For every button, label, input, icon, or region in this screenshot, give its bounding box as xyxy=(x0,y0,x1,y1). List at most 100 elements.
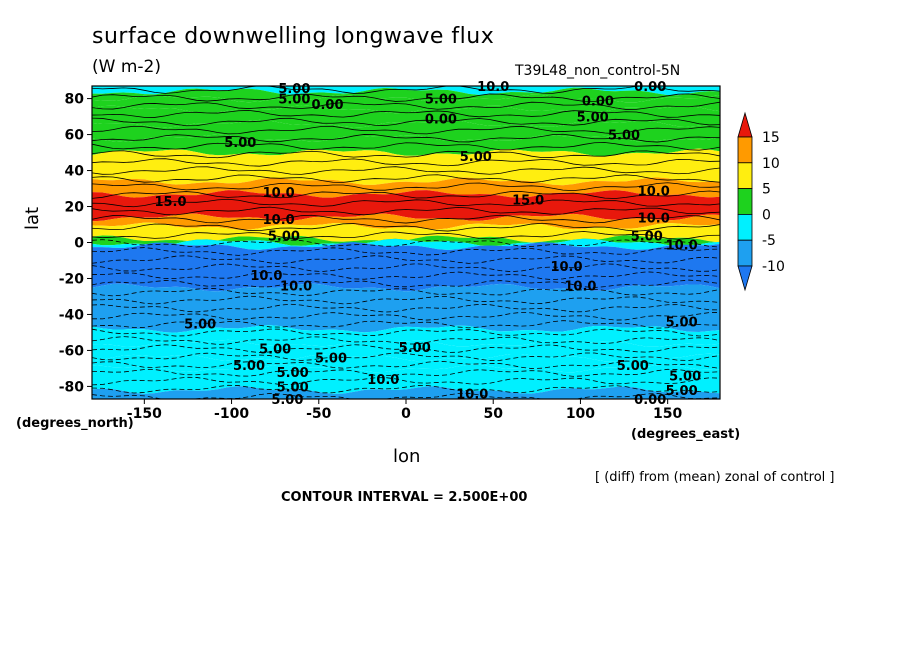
contour-line xyxy=(92,198,720,208)
contour-label: 5.00 xyxy=(425,93,457,108)
zonal-band xyxy=(92,134,720,157)
contour-line xyxy=(92,344,720,353)
contour-label: 5.00 xyxy=(315,352,347,367)
contour-label: 10.0 xyxy=(564,280,596,295)
contour-line xyxy=(92,320,720,329)
colorbar-top-arrow xyxy=(737,111,753,138)
contour-line xyxy=(92,110,720,118)
contour-label: 5.00 xyxy=(617,359,649,374)
colorbar-tick-label: 0 xyxy=(762,207,771,223)
contour-line xyxy=(92,125,720,135)
x-tick-label: 50 xyxy=(483,406,503,422)
contour-line xyxy=(92,190,720,199)
contour-line xyxy=(92,222,720,232)
colorbar-swatch xyxy=(737,239,753,267)
chart-title: surface downwelling longwave flux xyxy=(92,24,495,49)
contour-label: 15.0 xyxy=(154,195,186,210)
contour-label: 10.0 xyxy=(250,269,282,284)
colorbar-tick-label: -5 xyxy=(762,233,776,249)
contour-line xyxy=(92,295,720,305)
contour-label: 10.0 xyxy=(280,280,312,295)
contour-line xyxy=(92,368,720,377)
contour-label: 15.0 xyxy=(512,193,544,208)
x-tick-label: 0 xyxy=(401,406,411,422)
contour-label: 5.00 xyxy=(278,82,310,97)
contour-label: 5.00 xyxy=(460,150,492,165)
contour-line xyxy=(92,263,720,273)
zonal-band xyxy=(92,190,720,222)
contour-label: 0.00 xyxy=(311,98,343,113)
zonal-band xyxy=(92,119,720,142)
colorbar-bottom-arrow xyxy=(737,265,753,292)
colorbar-tick-label: 10 xyxy=(762,156,780,172)
chart-units: (W m-2) xyxy=(92,57,161,77)
colorbar-tick-label: 5 xyxy=(762,182,771,198)
contour-line xyxy=(92,279,720,288)
y-tick-label: 80 xyxy=(65,92,85,108)
y-tick-label: 40 xyxy=(65,164,85,180)
contour-line xyxy=(92,239,720,248)
run-label: T39L48_non_control-5N xyxy=(515,63,681,79)
contour-label: 0.00 xyxy=(634,80,666,95)
contour-line xyxy=(92,142,720,151)
contour-label: 0.00 xyxy=(582,94,614,109)
contour-line xyxy=(92,271,720,281)
x-tick-label: -150 xyxy=(127,406,162,422)
contour-line xyxy=(92,384,720,394)
contour-label: 5.00 xyxy=(233,359,265,374)
contour-label: 10.0 xyxy=(477,80,509,95)
contour-label: 10.0 xyxy=(263,213,295,228)
contour-label: 5.00 xyxy=(277,380,309,395)
contour-line xyxy=(92,352,720,361)
contour-label: 5.00 xyxy=(224,136,256,151)
x-tick-label: -50 xyxy=(306,406,332,422)
colorbar-tick-label: -10 xyxy=(762,259,785,275)
contour-line xyxy=(92,303,720,313)
contour-label: 5.00 xyxy=(631,229,663,244)
contour-label: 10.0 xyxy=(638,211,670,226)
colorbar-swatch xyxy=(737,136,753,164)
contour-label: 10.0 xyxy=(263,186,295,201)
contour-line xyxy=(92,150,720,159)
contour-line xyxy=(92,86,720,94)
y-tick-label: 0 xyxy=(74,236,84,252)
contour-line xyxy=(92,336,720,345)
contour-line xyxy=(92,247,720,256)
y-tick-label: -40 xyxy=(59,307,85,323)
contour-label: 0.00 xyxy=(634,393,666,408)
y-tick-label: -20 xyxy=(59,271,85,287)
zonal-band xyxy=(92,386,720,399)
contour-line xyxy=(92,133,720,143)
contour-label: 0.00 xyxy=(425,112,457,127)
contour-label: 5.00 xyxy=(259,343,291,358)
contour-label: 5.00 xyxy=(608,129,640,144)
colorbar-swatch xyxy=(737,188,753,215)
zonal-band xyxy=(92,325,720,347)
y-tick-label: 60 xyxy=(65,128,85,144)
contour-line xyxy=(92,214,720,224)
contour-line xyxy=(92,182,720,192)
contour-label: 5.00 xyxy=(184,317,216,332)
contour-interval: CONTOUR INTERVAL = 2.500E+00 xyxy=(281,490,528,505)
contour-line xyxy=(92,101,720,110)
zonal-band xyxy=(92,242,720,292)
contour-label: 5.00 xyxy=(577,111,609,126)
contour-label: 5.00 xyxy=(271,393,303,408)
x-tick-label: 100 xyxy=(566,406,595,422)
contour-label: 10.0 xyxy=(638,184,670,199)
y-tick-label: -60 xyxy=(59,343,85,359)
colorbar-tick-label: 15 xyxy=(762,130,780,146)
y-tick-label: -80 xyxy=(59,379,85,395)
x-axis-label: lon xyxy=(393,446,421,467)
contour-line xyxy=(92,93,720,102)
contour-line xyxy=(92,174,720,183)
contour-label: 10.0 xyxy=(456,388,488,403)
zonal-band xyxy=(92,235,720,247)
colorbar-swatch xyxy=(737,162,753,190)
contour-line xyxy=(92,206,720,216)
y-tick-label: 20 xyxy=(65,200,85,216)
contour-label: 5.00 xyxy=(399,341,431,356)
zonal-band xyxy=(92,222,720,243)
x-axis-units: (degrees_east) xyxy=(631,427,741,442)
